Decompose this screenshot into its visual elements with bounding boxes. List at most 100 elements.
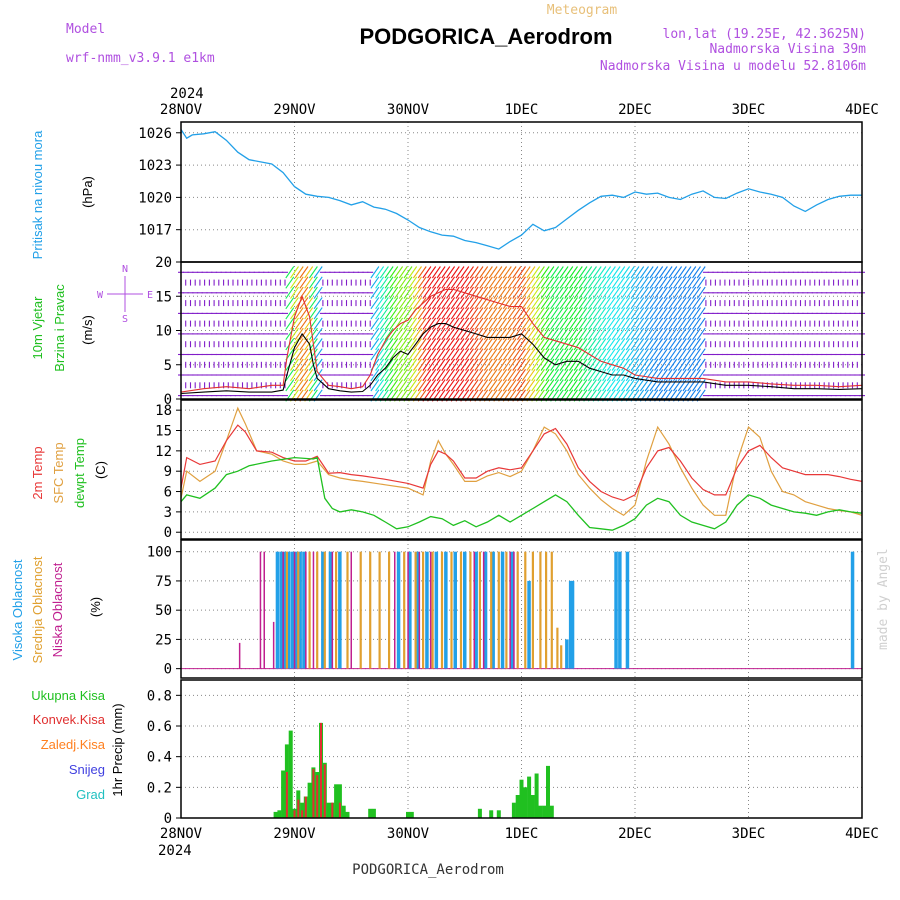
wind-barb	[479, 379, 489, 392]
wind-barb	[375, 297, 385, 310]
lonlat-label: lon,lat (19.25E, 42.3625N)	[663, 27, 867, 42]
x-tick-top-4: 2DEC	[618, 102, 652, 118]
wind-barb	[521, 348, 531, 361]
wind-barb	[450, 276, 460, 289]
wind-barb	[436, 348, 446, 361]
cloud-bar-high	[298, 551, 302, 669]
cloud-bar-high	[408, 551, 412, 669]
wind-barb	[621, 327, 631, 341]
wind-barb	[630, 307, 640, 320]
wind-barb	[673, 348, 683, 361]
wind-barb	[398, 266, 408, 279]
wind-barb	[403, 327, 413, 341]
wind-barb	[592, 327, 602, 341]
wind-barb	[488, 348, 498, 361]
precip-bar-total	[542, 805, 547, 818]
wind-barb	[573, 276, 583, 289]
wind-barb	[564, 368, 574, 382]
wind-barb	[573, 379, 583, 392]
wind-barb	[587, 307, 597, 320]
precip-bar-total	[409, 811, 414, 818]
model-elevation-label: Nadmorska Visina u modelu 52.8106m	[600, 59, 866, 74]
wind-barb	[469, 327, 479, 341]
wind-barb	[517, 307, 526, 320]
y-tick-temp-6: 0	[164, 525, 172, 541]
wind-barb	[498, 286, 508, 299]
wind-barb	[573, 317, 583, 330]
wind-barb	[663, 348, 673, 361]
wind-barb	[616, 286, 626, 299]
wind-barb	[559, 327, 569, 341]
wind-barb	[290, 286, 299, 299]
wind-barb	[569, 338, 578, 351]
wind-barb	[493, 286, 503, 299]
wind-barb	[564, 286, 574, 299]
wind-barb	[427, 338, 437, 351]
wind-barb	[512, 348, 522, 361]
wind-barb	[578, 307, 588, 320]
cloud-bar-mid	[346, 551, 349, 669]
wind-barb	[446, 276, 456, 289]
wind-barb	[389, 317, 399, 330]
wind-barb	[304, 348, 314, 361]
wind-barb	[673, 297, 683, 310]
wind-barb	[569, 266, 578, 279]
wind-barb	[578, 338, 588, 351]
wind-barb	[460, 338, 470, 351]
wind-barb	[488, 358, 498, 371]
wind-barb	[384, 266, 394, 279]
cloud-bar-low	[394, 551, 396, 669]
wind-barb	[290, 276, 299, 289]
cloud-bar-low	[282, 551, 284, 669]
wind-barb	[465, 266, 474, 279]
wind-barb	[526, 276, 536, 289]
wind-barb	[294, 327, 304, 341]
wind-barb	[498, 266, 508, 279]
wind-barb	[696, 286, 706, 299]
wind-barb	[639, 338, 649, 351]
wind-barb	[455, 348, 465, 361]
wind-barb	[441, 276, 451, 289]
wind-barb	[687, 307, 697, 320]
precip-bar-convective	[312, 768, 315, 818]
wind-barb	[422, 348, 432, 361]
wind-barb	[692, 338, 701, 351]
wind-barb	[431, 266, 441, 279]
wind-barb	[578, 297, 588, 310]
wind-barb	[687, 266, 697, 279]
wind-barb	[370, 379, 380, 392]
wind-barb	[460, 348, 470, 361]
wind-barb	[602, 307, 612, 320]
wind-barb	[313, 368, 323, 382]
wind-barb	[644, 297, 654, 310]
wind-barb	[668, 379, 678, 392]
wind-barb	[517, 266, 526, 279]
wind-barb	[502, 266, 512, 279]
wind-barb	[625, 379, 635, 392]
wind-barb	[389, 338, 399, 351]
y-tick-pressure-3: 1017	[138, 223, 172, 239]
wind-barb	[483, 379, 493, 392]
wind-barb	[427, 297, 437, 310]
wind-barb	[644, 348, 654, 361]
wind-barb	[450, 358, 460, 371]
wind-barb	[677, 368, 687, 382]
wind-barb	[389, 307, 399, 320]
x-tick-bottom-6: 4DEC	[845, 826, 879, 842]
pressure-label: Pritisak na nivou mora	[30, 130, 45, 259]
wind-barb	[507, 338, 517, 351]
wind-barb	[692, 379, 701, 392]
wind-barb	[635, 348, 645, 361]
y-tick-pressure-0: 1026	[138, 126, 172, 142]
wind-speed-line	[180, 323, 863, 395]
wind-barb	[436, 338, 446, 351]
cloud-bar-high	[491, 551, 495, 669]
wind-barb	[427, 266, 437, 279]
wind-barb	[573, 327, 583, 341]
cloud-bar-mid	[497, 551, 500, 669]
wind-barb	[488, 379, 498, 392]
station-title: PODGORICA_Aerodrom	[359, 24, 612, 49]
wind-barb	[384, 338, 394, 351]
wind-barb	[573, 338, 583, 351]
x-tick-top-6: 4DEC	[845, 102, 879, 118]
